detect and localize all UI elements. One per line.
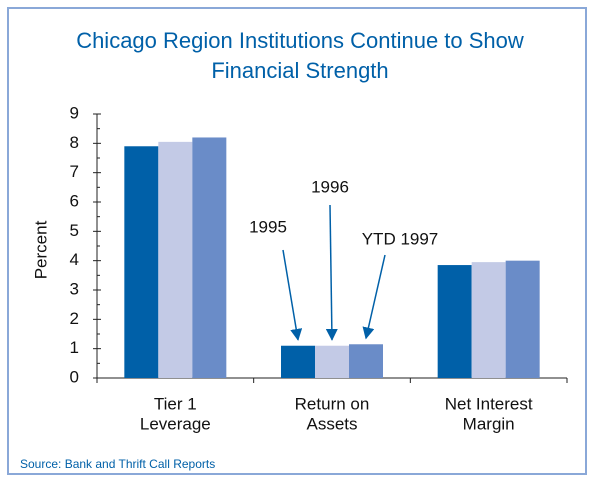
y-tick-label: 5 [70,221,79,240]
y-tick-label: 8 [70,133,79,152]
bar [505,260,540,378]
source: Source: Bank and Thrift Call Reports [20,457,215,471]
bar [192,137,227,378]
y-tick-label: 0 [70,367,79,386]
x-tick-label: Margin [463,414,515,433]
y-tick-label: 3 [70,279,79,298]
bar [349,344,383,378]
bar [437,265,472,378]
arrow [362,254,386,340]
bar [315,345,349,378]
annotation: YTD 1997 [362,229,439,248]
annotation: 1995 [249,217,287,236]
bar [124,146,159,378]
arrow [282,249,303,341]
y-tick-label: 7 [70,162,79,181]
chart-title: Chicago Region Institutions Continue to … [76,28,524,53]
y-tick-label: 2 [70,309,79,328]
x-tick-label: Return on [295,394,370,413]
frame [7,7,587,475]
x-tick-label: Net Interest [445,394,533,413]
bar [281,345,315,378]
bar [471,262,506,378]
annotation: 1996 [311,177,349,196]
y-tick-label: 6 [70,191,79,210]
chart-title: Financial Strength [211,58,388,83]
y-tick-label: 1 [70,338,79,357]
y-tick-label: 9 [70,103,79,122]
bar [158,141,193,378]
y-axis-label: Percent [31,220,50,279]
x-tick-label: Leverage [140,414,211,433]
y-tick-label: 4 [70,250,79,269]
x-tick-label: Tier 1 [154,394,197,413]
x-tick-label: Assets [306,414,357,433]
arrow [325,204,338,341]
